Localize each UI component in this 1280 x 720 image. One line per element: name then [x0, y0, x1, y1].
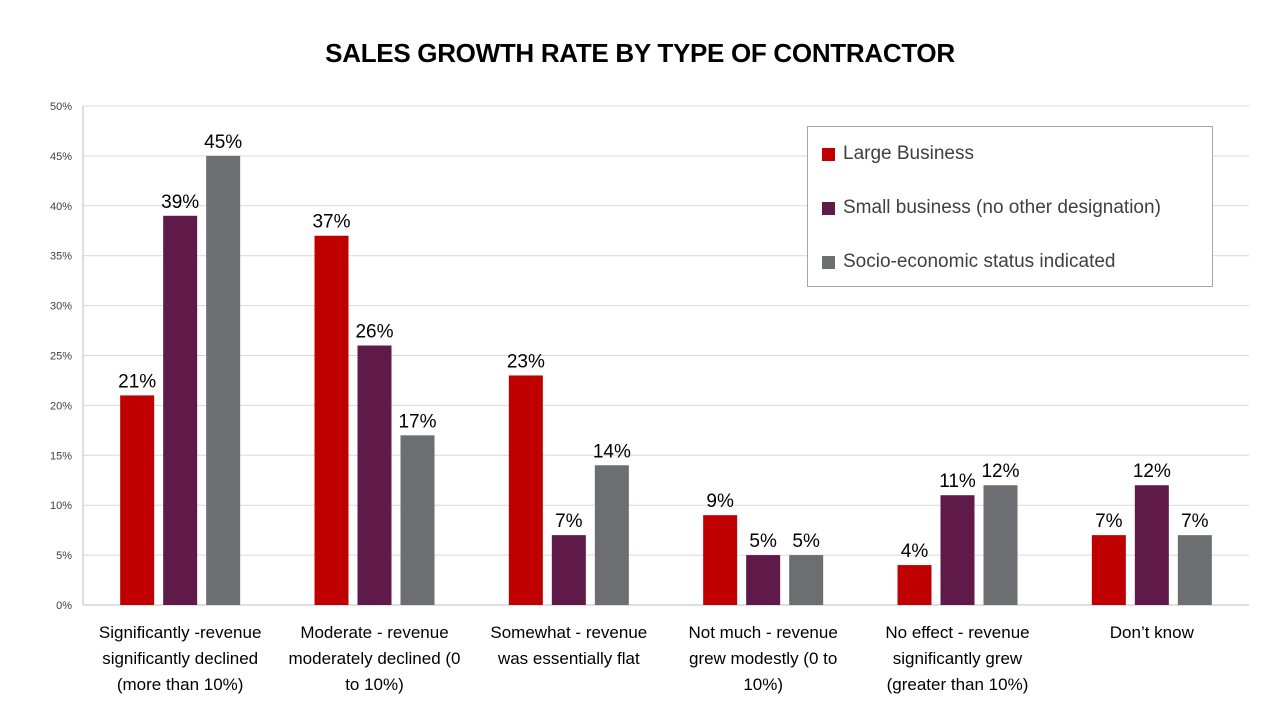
bar [508, 375, 543, 605]
bar [120, 395, 155, 605]
data-label: 5% [792, 531, 820, 552]
data-label: 45% [204, 132, 242, 153]
bar [983, 485, 1018, 605]
data-label: 7% [1181, 511, 1209, 532]
y-tick-label: 30% [50, 301, 72, 313]
category-label: Don’t know [1109, 623, 1194, 642]
y-tick-label: 35% [50, 251, 72, 263]
bar [206, 155, 241, 605]
y-tick-label: 20% [50, 400, 72, 412]
bar [400, 435, 435, 605]
y-tick-label: 40% [50, 201, 72, 213]
legend-item-small-business: Small business (no other designation) [822, 196, 1161, 220]
data-labels: 21%37%23%9%4%7%39%26%7%5%11% 12%45%17%14%… [118, 132, 1209, 562]
category-label: Significantly -revenue significantly dec… [98, 623, 262, 694]
data-label: 9% [706, 491, 734, 512]
bar [703, 515, 738, 605]
legend-label: Socio-economic status indicated [843, 251, 1116, 272]
data-label: 39% [161, 192, 199, 213]
category-label: Not much - revenue grew modestly (0 to 1… [688, 623, 838, 694]
category-label: Moderate - revenue moderately declined (… [288, 623, 461, 694]
legend-label: Large Business [843, 143, 974, 164]
legend-swatch [822, 201, 835, 215]
data-label: 4% [901, 541, 929, 562]
data-label: 12% [1133, 461, 1171, 482]
data-label: 7% [555, 511, 583, 532]
y-tick-label: 5% [56, 550, 72, 562]
data-label: 14% [593, 441, 631, 462]
bar [897, 565, 932, 605]
category-label: Somewhat - revenue was essentially flat [490, 623, 648, 668]
bar [789, 555, 824, 605]
data-label: 11% [939, 471, 976, 492]
bar [594, 465, 629, 605]
y-axis-ticks: 0% 5% 10% 15% 20% 25% 30% 35% 40% 45% 50% [50, 101, 72, 612]
bars [120, 155, 1212, 606]
bar [314, 235, 349, 606]
bar [746, 555, 781, 605]
y-tick-label: 25% [50, 351, 72, 363]
legend: Large Business Small business (no other … [807, 126, 1213, 287]
data-label: 26% [355, 322, 393, 343]
y-tick-label: 50% [50, 101, 72, 113]
bar [1134, 485, 1169, 605]
y-tick-label: 0% [56, 600, 72, 612]
bar [1177, 535, 1212, 605]
data-label: 12% [981, 461, 1019, 482]
y-tick-label: 15% [50, 450, 72, 462]
data-label: 23% [507, 351, 545, 372]
bar [357, 345, 392, 605]
bar [551, 535, 586, 605]
data-label: 17% [398, 411, 436, 432]
bar [940, 495, 975, 605]
y-tick-label: 10% [50, 500, 72, 512]
legend-item-large-business: Large Business [822, 142, 974, 166]
legend-item-socio-economic: Socio-economic status indicated [822, 250, 1115, 274]
data-label: 7% [1095, 511, 1123, 532]
y-tick-label: 45% [50, 151, 72, 163]
chart-title: SALES GROWTH RATE BY TYPE OF CONTRACTOR [325, 38, 955, 68]
data-label: 37% [312, 212, 350, 233]
legend-swatch [822, 147, 835, 161]
legend-label: Small business (no other designation) [843, 197, 1161, 218]
data-label: 5% [749, 531, 777, 552]
bar [1091, 535, 1126, 605]
legend-swatch [822, 255, 835, 269]
data-label: 21% [118, 371, 156, 392]
category-label: No effect - revenue significantly grew (… [885, 623, 1030, 694]
bar [163, 215, 198, 605]
